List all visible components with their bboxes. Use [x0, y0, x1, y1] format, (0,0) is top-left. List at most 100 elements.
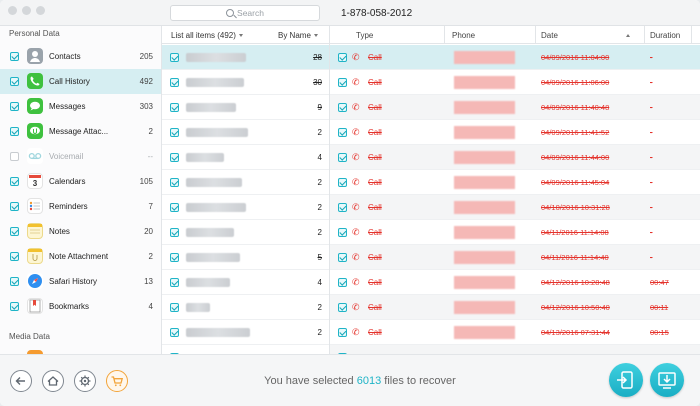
- sort-by-name-dropdown[interactable]: By Name: [278, 31, 318, 40]
- sidebar-item-notes[interactable]: Notes 20: [0, 219, 161, 244]
- sidebar-item-calendars[interactable]: 3 Calendars 105: [0, 169, 161, 194]
- list-item[interactable]: 28: [162, 45, 329, 70]
- row-checkbox[interactable]: [338, 278, 347, 287]
- settings-button[interactable]: [74, 370, 96, 392]
- table-row[interactable]: ✆ Call 04/09/2016 11:04:00 -: [330, 45, 700, 70]
- list-item[interactable]: 2: [162, 195, 329, 220]
- recover-to-computer-button[interactable]: [650, 363, 684, 397]
- row-checkbox[interactable]: [338, 228, 347, 237]
- list-item[interactable]: 2: [162, 120, 329, 145]
- contacts-checkbox[interactable]: [10, 52, 19, 61]
- row-checkbox[interactable]: [170, 228, 179, 237]
- table-row[interactable]: [330, 345, 700, 354]
- row-checkbox[interactable]: [338, 253, 347, 262]
- sidebar-item-messages[interactable]: Messages 303: [0, 94, 161, 119]
- list-item[interactable]: 30: [162, 70, 329, 95]
- table-row[interactable]: ✆ Call 04/09/2016 11:41:52 -: [330, 120, 700, 145]
- search-input[interactable]: Search: [170, 5, 320, 21]
- list-item[interactable]: 2: [162, 170, 329, 195]
- row-checkbox[interactable]: [170, 328, 179, 337]
- table-row[interactable]: ✆ Call 04/12/2016 10:50:40 00:11: [330, 295, 700, 320]
- bookmarks-checkbox[interactable]: [10, 302, 19, 311]
- list-item[interactable]: 2: [162, 320, 329, 345]
- list-item[interactable]: 9: [162, 95, 329, 120]
- list-item[interactable]: 2: [162, 295, 329, 320]
- home-button[interactable]: [42, 370, 64, 392]
- sidebar-item-reminders[interactable]: Reminders 7: [0, 194, 161, 219]
- row-checkbox[interactable]: [170, 278, 179, 287]
- row-checkbox[interactable]: [170, 128, 179, 137]
- call-history-checkbox[interactable]: [10, 77, 19, 86]
- row-checkbox[interactable]: [170, 178, 179, 187]
- safari-history-checkbox[interactable]: [10, 277, 19, 286]
- column-header-duration[interactable]: Duration: [650, 31, 681, 40]
- table-row[interactable]: ✆ Call 04/09/2016 11:06:00 -: [330, 70, 700, 95]
- row-checkbox[interactable]: [338, 128, 347, 137]
- sidebar-item-call-history[interactable]: Call History 492: [0, 69, 161, 94]
- close-window-button[interactable]: [8, 6, 17, 15]
- note-attachment-checkbox[interactable]: [10, 252, 19, 261]
- list-all-items-dropdown[interactable]: List all items (492): [171, 31, 243, 40]
- sidebar-item-bookmarks[interactable]: Bookmarks 4: [0, 294, 161, 319]
- notes-checkbox[interactable]: [10, 227, 19, 236]
- table-row[interactable]: ✆ Call 04/13/2016 07:31:44 00:15: [330, 320, 700, 345]
- sidebar-item-note-attachment[interactable]: Note Attachment 2: [0, 244, 161, 269]
- calendars-checkbox[interactable]: [10, 177, 19, 186]
- voicemail-checkbox[interactable]: [10, 152, 19, 161]
- row-checkbox[interactable]: [338, 203, 347, 212]
- row-checkbox[interactable]: [170, 303, 179, 312]
- row-checkbox[interactable]: [338, 303, 347, 312]
- table-row[interactable]: ✆ Call 04/11/2016 11:14:08 -: [330, 220, 700, 245]
- row-checkbox[interactable]: [170, 53, 179, 62]
- cart-button[interactable]: [106, 370, 128, 392]
- list-item[interactable]: 2: [162, 220, 329, 245]
- row-checkbox[interactable]: [170, 203, 179, 212]
- column-header-phone[interactable]: Phone: [452, 31, 476, 40]
- table-row[interactable]: ✆ Call 04/10/2016 10:31:28 -: [330, 195, 700, 220]
- minimize-window-button[interactable]: [22, 6, 31, 15]
- sidebar-item-safari-history[interactable]: Safari History 13: [0, 269, 161, 294]
- row-checkbox[interactable]: [338, 178, 347, 187]
- list-item[interactable]: 4: [162, 270, 329, 295]
- column-header-type[interactable]: Type: [356, 31, 374, 40]
- call-type: Call: [368, 278, 382, 287]
- row-checkbox[interactable]: [338, 328, 347, 337]
- messages-checkbox[interactable]: [10, 102, 19, 111]
- recover-to-device-button[interactable]: [609, 363, 643, 397]
- list-item[interactable]: [162, 345, 329, 354]
- incoming-call-icon: ✆: [352, 327, 360, 337]
- sidebar-item-photos[interactable]: [0, 346, 161, 354]
- bookmarks-icon: [27, 298, 43, 314]
- row-checkbox[interactable]: [338, 353, 347, 354]
- call-duration: -: [650, 78, 653, 87]
- sidebar-item-message-attachments[interactable]: Message Attac... 2: [0, 119, 161, 144]
- table-row[interactable]: ✆ Call 04/09/2016 11:40:48 -: [330, 95, 700, 120]
- row-checkbox[interactable]: [338, 153, 347, 162]
- row-checkbox[interactable]: [338, 53, 347, 62]
- sidebar-item-contacts[interactable]: Contacts 205: [0, 44, 161, 69]
- call-count: 30: [313, 78, 322, 87]
- status-suffix: files to recover: [381, 375, 456, 387]
- table-row[interactable]: ✆ Call 04/11/2016 11:14:40 -: [330, 245, 700, 270]
- zoom-window-button[interactable]: [36, 6, 45, 15]
- call-date: 04/09/2016 11:45:04: [541, 178, 610, 187]
- row-checkbox[interactable]: [170, 253, 179, 262]
- table-row[interactable]: ✆ Call 04/12/2016 10:28:48 00:47: [330, 270, 700, 295]
- back-button[interactable]: [10, 370, 32, 392]
- list-item[interactable]: 5: [162, 245, 329, 270]
- row-checkbox[interactable]: [170, 353, 179, 354]
- gear-icon: [79, 375, 91, 387]
- row-checkbox[interactable]: [170, 78, 179, 87]
- message-attachments-checkbox[interactable]: [10, 127, 19, 136]
- row-checkbox[interactable]: [338, 78, 347, 87]
- list-item[interactable]: 4: [162, 145, 329, 170]
- call-type: Call: [368, 128, 382, 137]
- row-checkbox[interactable]: [170, 103, 179, 112]
- table-row[interactable]: ✆ Call 04/09/2016 11:45:04 -: [330, 170, 700, 195]
- sidebar-item-voicemail[interactable]: Voicemail --: [0, 144, 161, 169]
- table-row[interactable]: ✆ Call 04/09/2016 11:44:00 -: [330, 145, 700, 170]
- row-checkbox[interactable]: [170, 153, 179, 162]
- row-checkbox[interactable]: [338, 103, 347, 112]
- column-header-date[interactable]: Date: [541, 31, 558, 40]
- reminders-checkbox[interactable]: [10, 202, 19, 211]
